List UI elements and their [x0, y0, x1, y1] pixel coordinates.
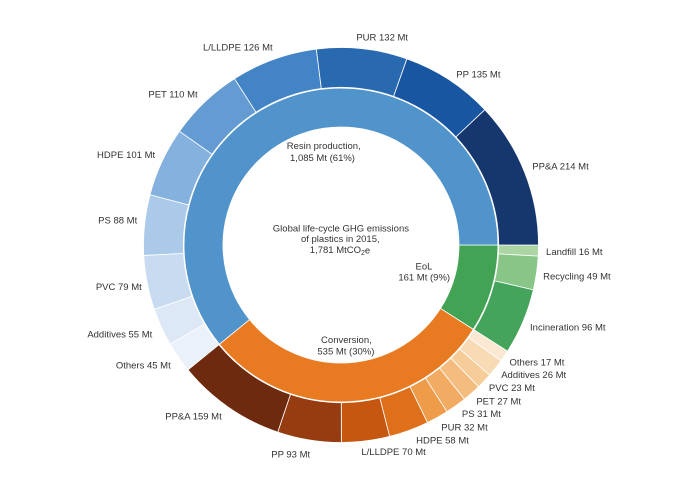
svg-text:Additives 55 Mt: Additives 55 Mt [87, 330, 152, 341]
svg-text:EoL: EoL [416, 262, 433, 273]
svg-text:PS 88 Mt: PS 88 Mt [98, 216, 137, 227]
svg-text:L/LLDPE 126 Mt: L/LLDPE 126 Mt [203, 43, 273, 54]
svg-text:Resin production,: Resin production, [287, 141, 361, 152]
svg-text:161 Mt (9%): 161 Mt (9%) [398, 273, 450, 284]
svg-text:Others 17 Mt: Others 17 Mt [510, 357, 565, 368]
svg-text:PVC 79 Mt: PVC 79 Mt [96, 282, 142, 293]
svg-text:HDPE 101 Mt: HDPE 101 Mt [97, 150, 155, 161]
svg-text:1,085 Mt (61%): 1,085 Mt (61%) [290, 153, 355, 164]
svg-text:Incineration 96 Mt: Incineration 96 Mt [530, 323, 606, 334]
svg-text:Conversion,: Conversion, [321, 335, 372, 346]
svg-text:Landfill 16 Mt: Landfill 16 Mt [546, 247, 603, 258]
svg-text:PP&A 159 Mt: PP&A 159 Mt [165, 412, 222, 423]
svg-text:PUR 32 Mt: PUR 32 Mt [441, 423, 488, 434]
svg-text:PP 135 Mt: PP 135 Mt [456, 70, 501, 81]
svg-text:PET 27 Mt: PET 27 Mt [476, 397, 521, 408]
svg-text:535 Mt (30%): 535 Mt (30%) [317, 347, 374, 358]
svg-text:PVC 23 Mt: PVC 23 Mt [489, 383, 535, 394]
svg-text:Additives 26 Mt: Additives 26 Mt [501, 370, 566, 381]
svg-text:PET 110 Mt: PET 110 Mt [148, 90, 198, 101]
svg-text:Global life-cycle GHG emission: Global life-cycle GHG emissions [273, 224, 409, 235]
svg-text:L/LLDPE 70 Mt: L/LLDPE 70 Mt [361, 447, 426, 458]
svg-text:PP 93 Mt: PP 93 Mt [271, 449, 310, 460]
svg-text:PP&A 214 Mt: PP&A 214 Mt [532, 162, 589, 173]
svg-text:PS 31 Mt: PS 31 Mt [462, 409, 501, 420]
svg-text:Others 45 Mt: Others 45 Mt [116, 360, 171, 371]
svg-text:Recycling 49 Mt: Recycling 49 Mt [543, 271, 611, 282]
svg-text:PUR 132 Mt: PUR 132 Mt [356, 33, 408, 44]
svg-text:HDPE 58 Mt: HDPE 58 Mt [416, 435, 469, 446]
svg-text:of plastics in 2015,: of plastics in 2015, [301, 234, 380, 245]
svg-text:1,781 MtCO2e: 1,781 MtCO2e [310, 245, 370, 257]
